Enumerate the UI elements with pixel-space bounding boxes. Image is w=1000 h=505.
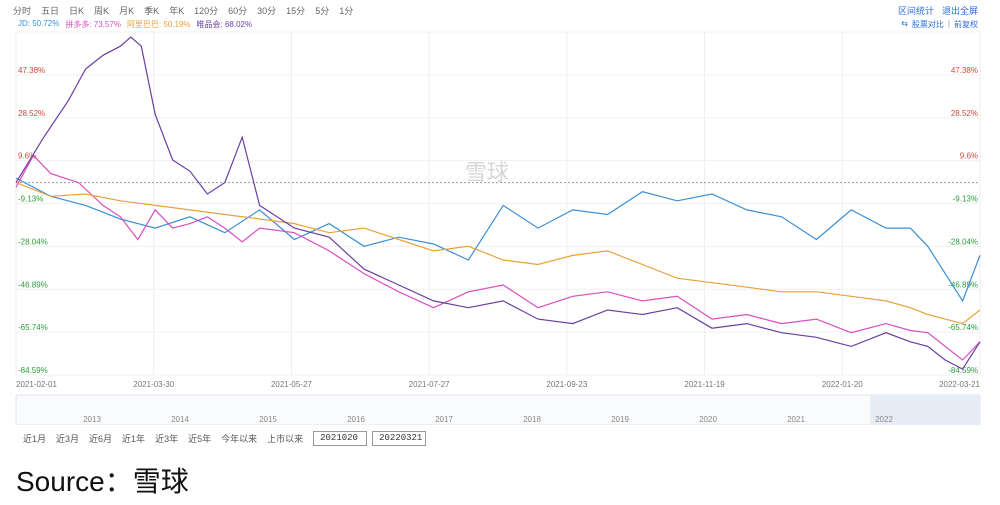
period-tabs: 分时 五日 日K 周K 月K 季K 年K 120分 60分 30分 15分 5分 1分 [8, 4, 358, 18]
y-tick-label-left: -28.04% [18, 237, 48, 246]
legend-item: 拼多多: 73.57% [65, 20, 121, 29]
compare-icon[interactable]: ⇆ [901, 19, 908, 28]
y-tick-label-left: -65.74% [18, 323, 48, 332]
y-tick-label-right: -84.59% [948, 366, 978, 375]
period-tab[interactable]: 季K [144, 6, 160, 16]
legend-item: 唯品会: 68.02% [196, 20, 253, 29]
y-tick-label-right: 47.38% [951, 66, 978, 75]
x-tick-label: 2021-09-23 [546, 380, 587, 389]
y-tick-label-right: -9.13% [953, 195, 978, 204]
x-tick-label: 2021-07-27 [409, 380, 450, 389]
navigator-year-label: 2018 [523, 415, 541, 424]
range-button[interactable]: 近3月 [56, 434, 80, 444]
series-line-3 [15, 36, 981, 370]
y-tick-label-left: 28.52% [18, 109, 45, 118]
period-tab[interactable]: 日K [69, 6, 85, 16]
period-tab[interactable]: 60分 [228, 6, 248, 16]
y-tick-label-right: 28.52% [951, 109, 978, 118]
chart[interactable]: 2021-02-01 2021-03-30 2021-05-27 2021-07-27… [0, 30, 1000, 425]
range-button[interactable]: 近3年 [155, 434, 179, 444]
period-tab[interactable]: 5分 [315, 6, 330, 16]
y-tick-label-right: -65.74% [948, 323, 978, 332]
y-tick-label-right: -28.04% [948, 237, 978, 246]
y-tick-label-left: 9.6% [18, 152, 36, 161]
legend: JD: 50.72% 拼多多: 73.57% 阿里巴巴: 50.19% 唯品会: 68… [18, 19, 252, 30]
period-tab[interactable]: 30分 [257, 6, 277, 16]
series-line-2 [15, 182, 981, 325]
navigator-year-label: 2022 [875, 415, 893, 424]
navigator-year-label: 2017 [435, 415, 453, 424]
period-tab[interactable]: 15分 [286, 6, 306, 16]
range-button[interactable]: 近6月 [89, 434, 113, 444]
period-tab[interactable]: 周K [94, 6, 110, 16]
navigator-year-label: 2021 [787, 415, 805, 424]
y-tick-label-left: 66.25% [18, 30, 45, 32]
period-tab[interactable]: 五日 [41, 6, 60, 16]
range-stats-button[interactable]: 区间统计 [897, 6, 934, 16]
period-tab[interactable]: 分时 [13, 6, 32, 16]
x-tick-label: 2021-02-01 [16, 380, 57, 389]
navigator [15, 394, 981, 425]
period-tab[interactable]: 120分 [194, 6, 219, 16]
period-tab[interactable]: 年K [169, 6, 185, 16]
compare-tools: ⇆ 股票对比 | 前复权 [901, 19, 978, 30]
navigator-year-label: 2019 [611, 415, 629, 424]
watermark: 雪球 [465, 160, 510, 185]
y-tick-label-left: -9.13% [18, 195, 43, 204]
navigator-year-label: 2015 [259, 415, 277, 424]
compare-separator: | [947, 19, 950, 28]
series-line-0 [15, 177, 981, 303]
legend-item: JD: 50.72% [18, 19, 60, 28]
x-tick-label: 2021-11-19 [684, 380, 725, 389]
range-button[interactable]: 上市以来 [267, 434, 304, 444]
start-date-input[interactable]: 2021020 [313, 431, 368, 446]
navigator-year-label: 2013 [83, 415, 101, 424]
y-tick-label-left: -46.89% [18, 280, 48, 289]
navigator-year-label: 2014 [171, 415, 189, 424]
x-tick-label: 2021-05-27 [271, 380, 312, 389]
price-adjust-button[interactable]: 前复权 [954, 20, 978, 29]
range-button[interactable]: 近5年 [188, 434, 212, 444]
exit-fullscreen-button[interactable]: 退出全屏 [941, 6, 978, 16]
navigator-year-label: 2016 [347, 415, 365, 424]
y-tick-label-right: 9.6% [960, 152, 978, 161]
navigator-selection [870, 395, 980, 425]
x-tick-label: 2021-03-30 [133, 380, 174, 389]
x-tick-label: 2022-03-21 [939, 380, 980, 389]
navigator-year-label: 2020 [699, 415, 717, 424]
y-tick-label-left: -84.59% [18, 366, 48, 375]
period-tab[interactable]: 1分 [339, 6, 354, 16]
range-button[interactable]: 近1年 [122, 434, 146, 444]
range-button[interactable]: 近1月 [23, 434, 47, 444]
series-line-1 [15, 154, 981, 361]
legend-item: 阿里巴巴: 50.19% [126, 20, 191, 29]
range-bar: 近1月 近3月 近6月 近1年 近3年 近5年 今年以来 上市以来 2021020 2022032… [18, 431, 427, 446]
end-date-input[interactable]: 20220321 [372, 431, 427, 446]
compare-label[interactable]: 股票对比 [911, 20, 944, 29]
range-button[interactable]: 今年以来 [221, 434, 258, 444]
y-tick-label-left: 47.38% [18, 66, 45, 75]
period-tab[interactable]: 月K [119, 6, 135, 16]
source-caption: Source：雪球 [16, 466, 189, 497]
y-tick-label-right: -46.89% [948, 280, 978, 289]
x-tick-label: 2022-01-20 [822, 380, 863, 389]
chart-tools: 区间统计 退出全屏 [898, 4, 978, 17]
y-tick-label-right: 66.25% [951, 30, 978, 32]
